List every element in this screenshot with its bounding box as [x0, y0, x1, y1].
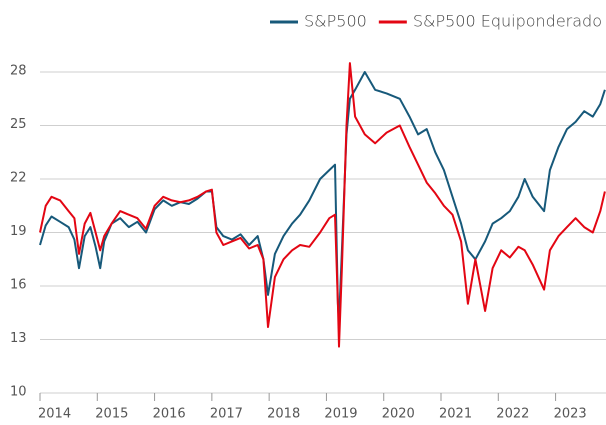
x-tick-label: 2016	[153, 407, 186, 422]
y-tick-label: 19	[10, 224, 27, 239]
y-tick-label: 28	[10, 64, 27, 79]
x-tick-label: 2017	[210, 407, 243, 422]
x-tick-label: 2014	[38, 407, 71, 422]
y-tick-label: 25	[10, 117, 27, 132]
x-tick-label: 2019	[324, 407, 357, 422]
x-tick-label: 2015	[95, 407, 128, 422]
legend-label: S&P500	[304, 12, 367, 31]
y-tick-label: 22	[10, 171, 27, 186]
y-tick-label: 16	[10, 278, 27, 293]
x-tick-label: 2022	[496, 407, 529, 422]
legend-label: S&P500 Equiponderado	[413, 12, 602, 31]
y-tick-label: 10	[10, 385, 27, 400]
y-tick-label: 13	[10, 331, 27, 346]
x-tick-label: 2018	[267, 407, 300, 422]
series-line	[39, 62, 606, 348]
x-tick-label: 2023	[554, 407, 587, 422]
series-line	[39, 71, 606, 323]
x-tick-label: 2021	[439, 407, 472, 422]
x-tick-label: 2020	[382, 407, 415, 422]
